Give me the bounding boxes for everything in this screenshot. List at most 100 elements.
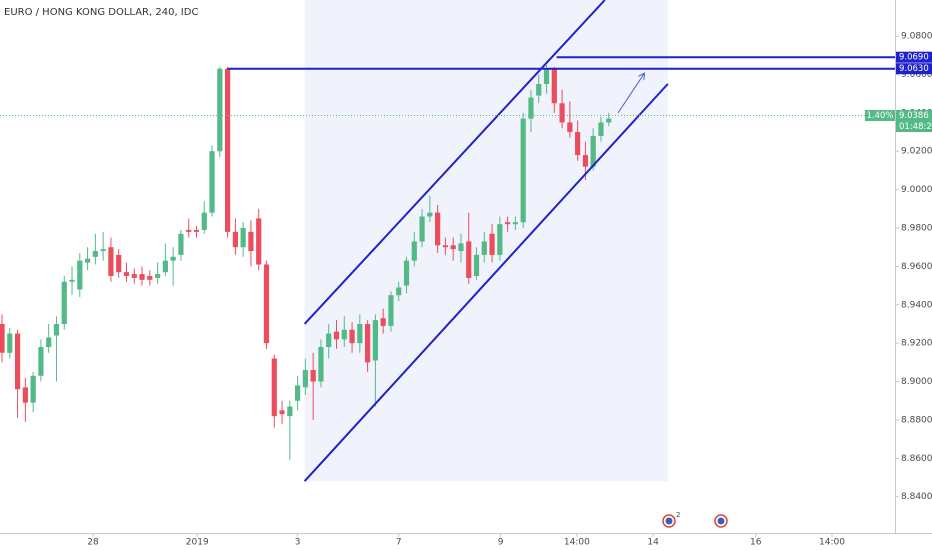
- candle-body: [46, 337, 52, 348]
- candle-body: [287, 406, 293, 417]
- x-tick-label: 14:00: [564, 538, 590, 548]
- candle-body: [489, 233, 495, 255]
- candle-body: [427, 212, 433, 217]
- candle-body: [310, 370, 316, 382]
- current-price-label: 9.0386: [899, 111, 929, 121]
- candle-body: [14, 333, 21, 390]
- x-tick-label: 9: [498, 538, 504, 548]
- candle-body: [388, 295, 394, 326]
- current-price-box: [896, 110, 932, 133]
- candle-body: [450, 245, 456, 250]
- event-badge: 2: [676, 511, 680, 519]
- channel-fill: [304, 0, 668, 482]
- price-label-box: [896, 51, 932, 63]
- y-tick-label: 9.0600: [901, 70, 932, 80]
- x-tick-label: 3: [295, 538, 301, 548]
- x-tick-label: 16: [750, 538, 762, 548]
- candle-body: [473, 254, 480, 277]
- candle-body: [497, 224, 503, 255]
- candle-body: [551, 68, 557, 104]
- candle-body: [559, 103, 565, 123]
- arrow: [617, 72, 645, 114]
- x-tick-label: 28: [87, 538, 99, 548]
- candle-body: [154, 274, 161, 278]
- candle-body: [240, 228, 246, 248]
- candle-body: [209, 151, 215, 213]
- candle-body: [606, 118, 612, 123]
- candle-body: [116, 254, 122, 273]
- candle-body: [458, 243, 464, 252]
- candle-body: [357, 323, 363, 344]
- price-label: 9.0630: [899, 64, 929, 74]
- y-tick-label: 8.9600: [901, 262, 932, 272]
- y-tick-label: 8.9400: [901, 300, 932, 310]
- candle-body: [186, 229, 192, 232]
- candle-body: [520, 118, 526, 223]
- candle-body: [53, 323, 60, 336]
- candle-body: [170, 256, 176, 261]
- candle-body: [543, 68, 550, 85]
- candle-body: [481, 241, 487, 255]
- candle-body: [84, 258, 91, 263]
- candle-body: [77, 260, 83, 290]
- candle-body: [22, 387, 28, 403]
- x-tick-label: 7: [396, 538, 402, 548]
- candle-body: [193, 229, 200, 232]
- candle-body: [279, 410, 285, 415]
- candle-body: [582, 155, 589, 167]
- event-icon[interactable]: [714, 514, 728, 528]
- channel-line: [303, 0, 606, 325]
- y-tick-label: 9.0000: [901, 185, 932, 195]
- candle-body: [256, 218, 262, 265]
- candle-body: [139, 274, 145, 280]
- countdown-label: 01:48:27: [899, 122, 932, 132]
- x-tick-label: 2019: [186, 538, 209, 548]
- candle-body: [7, 333, 13, 353]
- candle-body: [30, 375, 36, 403]
- candle-body: [147, 276, 153, 280]
- candle-body: [232, 231, 238, 248]
- y-tick-label: 8.9000: [901, 377, 932, 387]
- candle-body: [435, 212, 441, 246]
- y-tick-label: 9.0800: [901, 32, 932, 42]
- candle-body: [318, 347, 324, 382]
- candle-body: [380, 318, 386, 326]
- candle-body: [263, 264, 270, 344]
- arrow-head: [638, 72, 646, 81]
- candle-body: [217, 68, 223, 152]
- candle-body: [598, 122, 604, 136]
- candle-body: [403, 260, 410, 286]
- candle-body: [162, 260, 168, 273]
- candle-body: [92, 251, 98, 257]
- candle-body: [0, 323, 5, 353]
- y-tick-label: 9.0200: [901, 147, 932, 157]
- candle-body: [333, 331, 340, 340]
- channel-line: [303, 83, 669, 482]
- y-tick-label: 8.8600: [901, 454, 932, 464]
- event-icon[interactable]: [662, 514, 676, 528]
- y-tick-label: 8.9800: [901, 224, 932, 234]
- candle-body: [419, 216, 425, 242]
- candle-body: [248, 231, 254, 252]
- candle-body: [295, 385, 301, 401]
- y-tick-label: 8.9200: [901, 339, 932, 349]
- candle-body: [575, 132, 581, 156]
- candle-body: [123, 272, 130, 277]
- x-tick-label: 14: [647, 538, 659, 548]
- candle-body: [590, 135, 596, 167]
- candle-body: [326, 333, 332, 348]
- candle-body: [536, 84, 542, 96]
- candle-body: [341, 329, 347, 340]
- y-tick-label: 8.8800: [901, 415, 932, 425]
- candle-body: [505, 222, 511, 225]
- change-box: [865, 110, 895, 122]
- candle-body: [100, 249, 106, 252]
- candle-body: [567, 122, 573, 133]
- candle-body: [201, 212, 207, 230]
- candle-body: [466, 241, 472, 278]
- candle-body: [38, 347, 44, 376]
- candle-body: [349, 329, 355, 344]
- candle-body: [442, 245, 448, 248]
- candle-body: [61, 281, 67, 324]
